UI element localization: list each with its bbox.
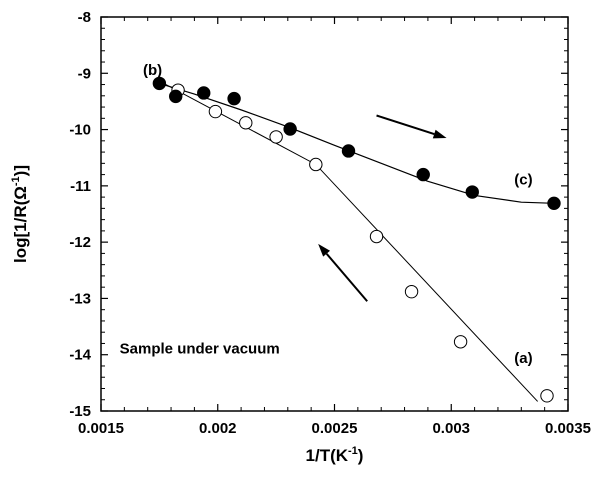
y-tick-label: -11 [70,178,91,195]
y-tick-label: -12 [69,234,91,251]
x-axis-title-main: 1/T(K [306,446,349,465]
arrow-head [318,243,331,257]
annotations: (b) (c) (a) Sample under vacuum [120,62,533,367]
x-axis-title: 1/T(K-1) [306,445,364,465]
filled-series-fit-curve [159,82,555,204]
y-tick-label: -13 [69,290,91,307]
x-tick-label: 0.002 [199,420,237,437]
y-axis-title-main: log[1/R(Ω [11,186,30,263]
x-tick-label: 0.0015 [78,420,124,437]
y-axis-title: log[1/R(Ω-1)] [10,165,30,263]
y-tick-label: -15 [69,403,91,420]
open-circle-point [404,284,419,299]
x-axis-title-close: ) [358,446,364,465]
filled-circle-point [416,167,430,182]
open-circle-point [208,104,223,119]
arrows [318,114,447,302]
filled-circle-point [283,122,297,136]
filled-circle-point [152,76,167,91]
y-tick-label: -14 [69,347,91,364]
x-tick-label: 0.0035 [545,420,591,437]
arrow-shaft [376,114,435,135]
filled-circle-point [197,86,211,100]
open-circle-point [540,389,554,403]
annotation-label: (b) [143,62,162,79]
data-points [152,76,561,403]
open-circle-point [369,229,384,244]
annotation-label: (c) [514,172,532,189]
y-tick-label: -9 [78,65,91,82]
open-circle-point [269,130,283,144]
filled-circle-point [547,196,561,211]
x-axis-title-sup: -1 [348,445,358,457]
y-axis-title-sup: -1 [10,176,22,186]
annotation-label: (a) [514,350,532,367]
open-circle-point [239,116,253,130]
filled-circle-point [227,91,241,106]
filled-circle-point [169,89,183,104]
filled-circle-point [465,185,479,199]
x-tick-label: 0.0025 [312,420,358,437]
y-tick-label: -8 [78,9,91,26]
open-circle-point [453,335,468,349]
axis-tick-labels: 0.0015 0.002 0.0025 0.003 0.0035 -15 -14 -13 -12… [69,9,591,437]
arrow-shaft [325,253,368,302]
y-tick-label: -10 [69,122,91,139]
axis-ticks [100,16,569,412]
annotation-label: Sample under vacuum [120,341,280,358]
filled-circle-point [341,144,356,158]
x-tick-label: 0.003 [432,420,470,437]
open-circle-point [309,157,323,172]
y-axis-title-close: )] [11,165,30,176]
arrow-head [432,129,447,139]
